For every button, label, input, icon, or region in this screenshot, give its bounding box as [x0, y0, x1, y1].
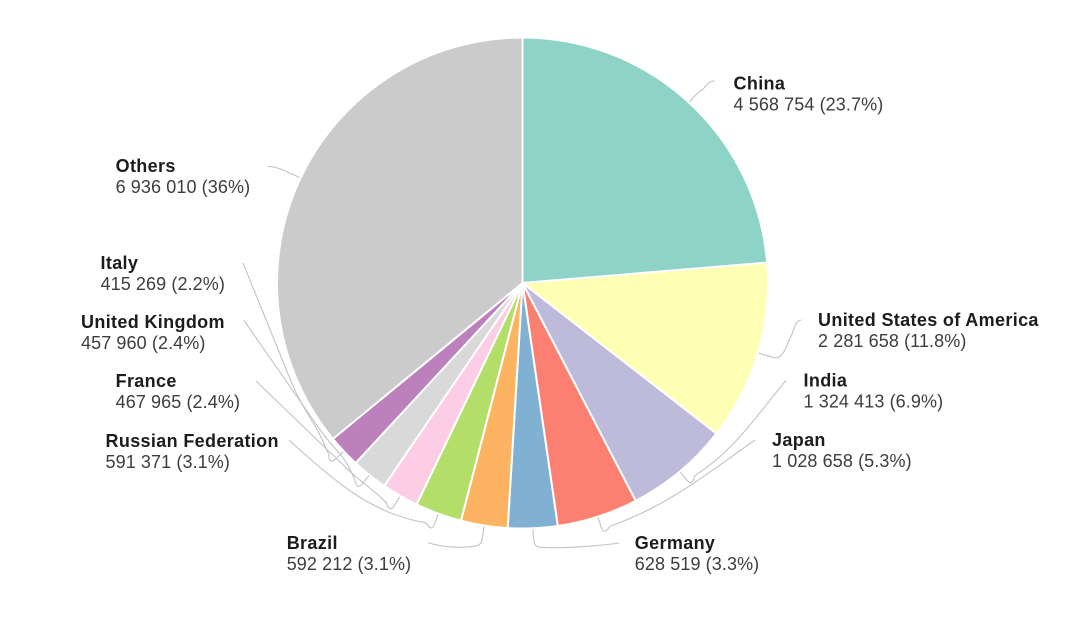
svg-text:1 028 658 (5.3%): 1 028 658 (5.3%) — [772, 451, 912, 471]
svg-text:415 269 (2.2%): 415 269 (2.2%) — [101, 274, 225, 294]
svg-text:Italy: Italy — [101, 253, 139, 273]
svg-text:Brazil: Brazil — [287, 533, 338, 553]
svg-text:United Kingdom: United Kingdom — [81, 312, 225, 332]
svg-text:467 965 (2.4%): 467 965 (2.4%) — [116, 392, 240, 412]
svg-text:2 281 658 (11.8%): 2 281 658 (11.8%) — [818, 331, 966, 351]
svg-text:591 371 (3.1%): 591 371 (3.1%) — [106, 452, 230, 472]
svg-text:1 324 413 (6.9%): 1 324 413 (6.9%) — [804, 392, 944, 412]
svg-text:Germany: Germany — [635, 533, 716, 553]
svg-text:592 212 (3.1%): 592 212 (3.1%) — [287, 554, 411, 574]
svg-text:628 519 (3.3%): 628 519 (3.3%) — [635, 554, 759, 574]
svg-text:457 960 (2.4%): 457 960 (2.4%) — [81, 333, 205, 353]
svg-text:China: China — [734, 74, 786, 94]
svg-text:Japan: Japan — [772, 430, 826, 450]
svg-text:United States of America: United States of America — [818, 310, 1039, 330]
svg-text:France: France — [116, 371, 177, 391]
svg-text:6 936 010 (36%): 6 936 010 (36%) — [116, 177, 251, 197]
svg-text:Others: Others — [116, 156, 176, 176]
svg-text:Russian Federation: Russian Federation — [106, 431, 279, 451]
svg-text:India: India — [804, 371, 848, 391]
svg-text:4 568 754 (23.7%): 4 568 754 (23.7%) — [734, 95, 884, 115]
